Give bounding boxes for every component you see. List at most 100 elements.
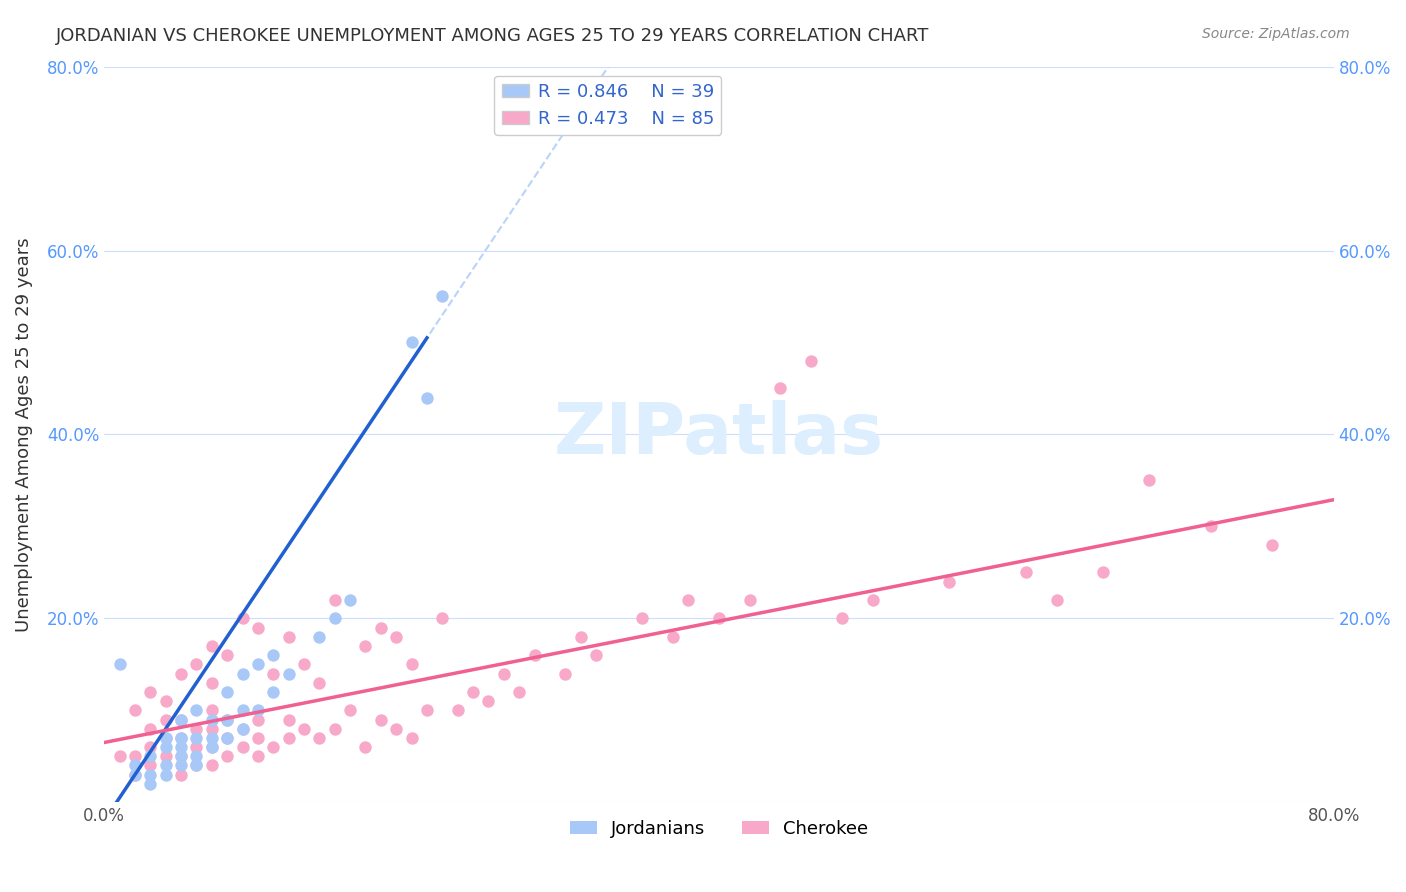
Point: [232, 722, 254, 736]
Point: [246, 621, 269, 635]
Point: [201, 639, 224, 653]
Text: ZIPatlas: ZIPatlas: [554, 400, 884, 469]
Point: [662, 630, 685, 644]
Point: [432, 289, 454, 303]
Point: [1137, 474, 1160, 488]
Point: [323, 722, 346, 736]
Point: [831, 611, 853, 625]
Point: [217, 749, 239, 764]
Legend: Jordanians, Cherokee: Jordanians, Cherokee: [562, 813, 876, 845]
Point: [232, 611, 254, 625]
Point: [401, 335, 423, 350]
Point: [201, 703, 224, 717]
Point: [124, 703, 146, 717]
Point: [155, 731, 177, 745]
Point: [308, 630, 330, 644]
Point: [277, 713, 299, 727]
Point: [124, 749, 146, 764]
Point: [124, 758, 146, 772]
Point: [246, 703, 269, 717]
Point: [401, 657, 423, 672]
Point: [232, 740, 254, 755]
Point: [186, 758, 208, 772]
Point: [1092, 566, 1115, 580]
Point: [354, 639, 377, 653]
Point: [201, 740, 224, 755]
Point: [186, 758, 208, 772]
Point: [170, 758, 193, 772]
Point: [139, 685, 162, 699]
Point: [432, 611, 454, 625]
Point: [277, 630, 299, 644]
Point: [217, 731, 239, 745]
Point: [262, 740, 284, 755]
Point: [170, 749, 193, 764]
Point: [155, 758, 177, 772]
Point: [217, 713, 239, 727]
Point: [186, 731, 208, 745]
Point: [416, 391, 439, 405]
Point: [1199, 519, 1222, 533]
Point: [323, 611, 346, 625]
Point: [186, 703, 208, 717]
Point: [108, 749, 131, 764]
Point: [139, 740, 162, 755]
Point: [1046, 593, 1069, 607]
Point: [262, 685, 284, 699]
Point: [246, 713, 269, 727]
Point: [232, 666, 254, 681]
Point: [262, 666, 284, 681]
Point: [155, 713, 177, 727]
Point: [155, 740, 177, 755]
Point: [201, 675, 224, 690]
Point: [1015, 566, 1038, 580]
Point: [155, 767, 177, 781]
Point: [139, 722, 162, 736]
Point: [170, 740, 193, 755]
Point: [155, 749, 177, 764]
Point: [554, 666, 576, 681]
Point: [170, 731, 193, 745]
Y-axis label: Unemployment Among Ages 25 to 29 years: Unemployment Among Ages 25 to 29 years: [15, 237, 32, 632]
Point: [262, 648, 284, 662]
Point: [108, 657, 131, 672]
Point: [308, 675, 330, 690]
Point: [139, 758, 162, 772]
Point: [738, 593, 761, 607]
Point: [354, 740, 377, 755]
Point: [385, 630, 408, 644]
Point: [246, 731, 269, 745]
Point: [124, 767, 146, 781]
Point: [447, 703, 470, 717]
Point: [170, 666, 193, 681]
Point: [1261, 538, 1284, 552]
Point: [401, 731, 423, 745]
Point: [201, 740, 224, 755]
Point: [201, 713, 224, 727]
Point: [201, 722, 224, 736]
Point: [246, 657, 269, 672]
Point: [232, 722, 254, 736]
Text: Source: ZipAtlas.com: Source: ZipAtlas.com: [1202, 27, 1350, 41]
Point: [217, 648, 239, 662]
Point: [323, 593, 346, 607]
Point: [523, 648, 546, 662]
Point: [170, 731, 193, 745]
Point: [201, 758, 224, 772]
Point: [186, 657, 208, 672]
Point: [201, 731, 224, 745]
Point: [339, 703, 361, 717]
Point: [492, 666, 515, 681]
Text: JORDANIAN VS CHEROKEE UNEMPLOYMENT AMONG AGES 25 TO 29 YEARS CORRELATION CHART: JORDANIAN VS CHEROKEE UNEMPLOYMENT AMONG…: [56, 27, 929, 45]
Point: [707, 611, 730, 625]
Point: [370, 713, 392, 727]
Point: [569, 630, 592, 644]
Point: [308, 731, 330, 745]
Point: [416, 703, 439, 717]
Point: [277, 666, 299, 681]
Point: [862, 593, 884, 607]
Point: [124, 767, 146, 781]
Point: [477, 694, 499, 708]
Point: [292, 657, 315, 672]
Point: [217, 713, 239, 727]
